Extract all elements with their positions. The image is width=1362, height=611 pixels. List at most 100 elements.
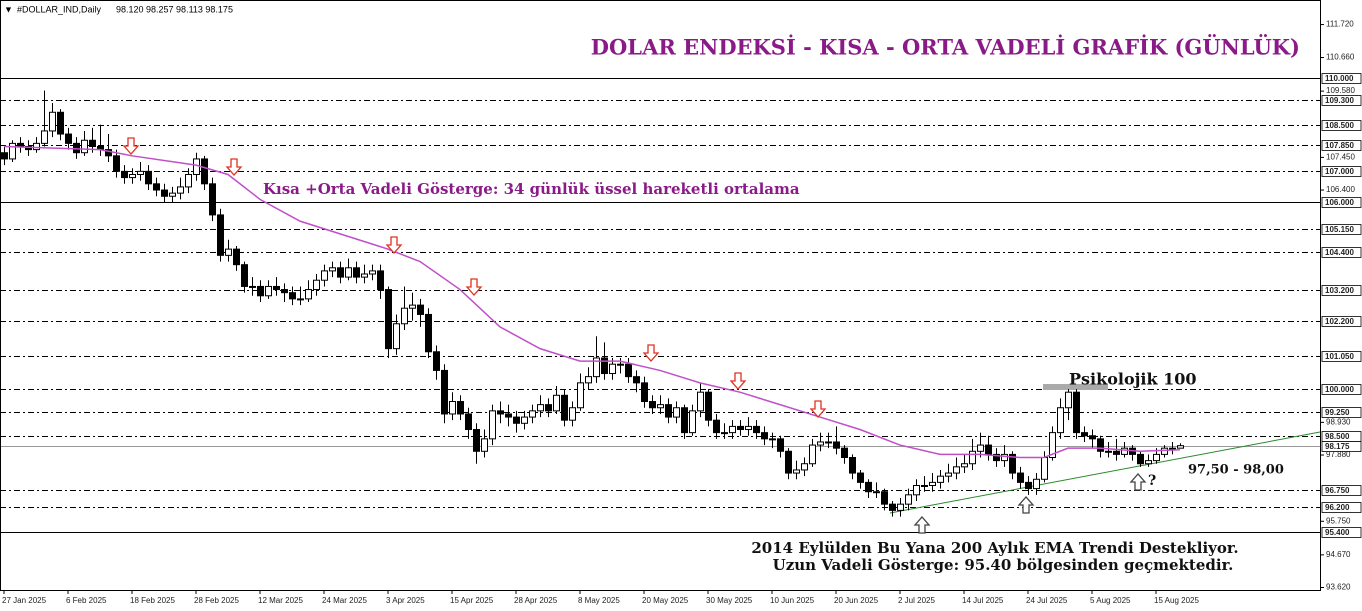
candle-body — [377, 270, 384, 291]
level-label: 99.250 — [1325, 408, 1350, 417]
level-label-box — [1321, 140, 1362, 151]
y-tick-label: 94.670 — [1326, 550, 1351, 559]
candle-body — [521, 416, 528, 424]
candle-body — [129, 173, 136, 179]
candle-body — [649, 401, 656, 409]
level-label: 96.200 — [1325, 503, 1350, 512]
level-label: 107.000 — [1325, 167, 1354, 176]
level-label: 103.200 — [1325, 286, 1354, 295]
candle-body — [737, 425, 744, 431]
candle-body — [585, 376, 592, 384]
level-label-box — [1321, 285, 1362, 296]
level-label-box — [1321, 527, 1362, 538]
level-label: 110.000 — [1325, 74, 1354, 83]
candle-body — [905, 494, 912, 505]
candle-body — [313, 279, 320, 291]
candle-body — [361, 273, 368, 278]
candle-body — [425, 313, 432, 353]
candle-body — [385, 289, 392, 350]
level-label-box — [1321, 95, 1362, 106]
x-tick-label: 24 Mar 2025 — [322, 596, 367, 605]
candle-body — [1049, 432, 1056, 459]
candle-body — [505, 413, 512, 418]
candle-body — [817, 441, 824, 446]
candle-body — [785, 450, 792, 474]
candle-body — [1, 152, 8, 160]
candle-body — [665, 404, 672, 418]
x-tick-label: 8 May 2025 — [578, 596, 620, 605]
candle-body — [345, 267, 352, 278]
level-label-box — [1321, 485, 1362, 496]
level-label-box — [1321, 197, 1362, 208]
y-tick-label: 93.620 — [1326, 583, 1351, 592]
x-tick-label: 14 Jul 2025 — [962, 596, 1004, 605]
candle-body — [1065, 391, 1072, 409]
candle-body — [969, 450, 976, 465]
x-tick-label: 20 Jun 2025 — [834, 596, 879, 605]
level-label: 98.175 — [1325, 442, 1350, 451]
level-label-box — [1321, 351, 1362, 362]
candle-body — [297, 298, 304, 301]
level-label-box — [1321, 224, 1362, 235]
candle-body — [1009, 453, 1016, 474]
candle-body — [617, 363, 624, 366]
candle-body — [561, 394, 568, 421]
y-tick-label: 98.930 — [1326, 417, 1351, 426]
chart-title: DOLAR ENDEKSİ - KISA - ORTA VADELİ GRAFİ… — [591, 35, 1300, 60]
trendline — [889, 431, 1321, 514]
candle-body — [49, 111, 56, 132]
candle-body — [209, 183, 216, 216]
level-label: 109.300 — [1325, 96, 1354, 105]
candle-body — [481, 438, 488, 452]
candle-body — [841, 447, 848, 459]
candle-body — [529, 410, 536, 418]
y-tick-label: 110.660 — [1326, 53, 1355, 62]
x-tick-label: 24 Jul 2025 — [1026, 596, 1068, 605]
ema-label: Kısa +Orta Vadeli Gösterge: 34 günlük üs… — [263, 180, 800, 198]
x-tick-label: 28 Feb 2025 — [194, 596, 239, 605]
candle-body — [153, 183, 160, 191]
level-label-box — [1321, 166, 1362, 177]
level-label: 95.400 — [1325, 528, 1350, 537]
marks — [1, 90, 1184, 517]
candle-body — [625, 363, 632, 378]
candle-body — [513, 416, 520, 424]
level-label: 108.500 — [1325, 121, 1354, 130]
level-label: 104.400 — [1325, 248, 1354, 257]
candle-body — [873, 491, 880, 494]
candle-body — [441, 369, 448, 415]
candle-body — [1145, 460, 1152, 465]
x-tick-label: 3 Apr 2025 — [386, 596, 425, 605]
candle-body — [1161, 447, 1168, 455]
candle-body — [881, 491, 888, 505]
x-tick-label: 30 May 2025 — [706, 596, 753, 605]
candle-body — [145, 170, 152, 185]
y-tick-label: 97.880 — [1326, 450, 1351, 459]
candle-body — [161, 189, 168, 197]
level-label-box — [1321, 502, 1362, 513]
candle-body — [793, 469, 800, 474]
candle-body — [809, 444, 816, 465]
candle-body — [825, 441, 832, 444]
level-label-box — [1321, 407, 1362, 418]
candle-body — [105, 149, 112, 157]
candle-body — [81, 139, 88, 154]
quote: 98.120 98.257 98.113 98.175 — [116, 4, 233, 14]
candle-body — [1105, 450, 1112, 453]
candle-body — [41, 130, 48, 144]
candle-body — [865, 481, 872, 493]
candle-body — [201, 158, 208, 185]
question: ? — [1148, 473, 1156, 489]
level-label: 100.000 — [1325, 385, 1354, 394]
candle-body — [1169, 447, 1176, 450]
candle-body — [393, 323, 400, 350]
candle-body — [473, 429, 480, 452]
candle-body — [225, 248, 232, 256]
note: Uzun Vadeli Gösterge: 95.40 bölgesinden … — [773, 556, 1234, 574]
candle-body — [449, 401, 456, 415]
candle-body — [185, 173, 192, 188]
x-tick-label: 12 Mar 2025 — [258, 596, 303, 605]
candle-body — [921, 484, 928, 487]
